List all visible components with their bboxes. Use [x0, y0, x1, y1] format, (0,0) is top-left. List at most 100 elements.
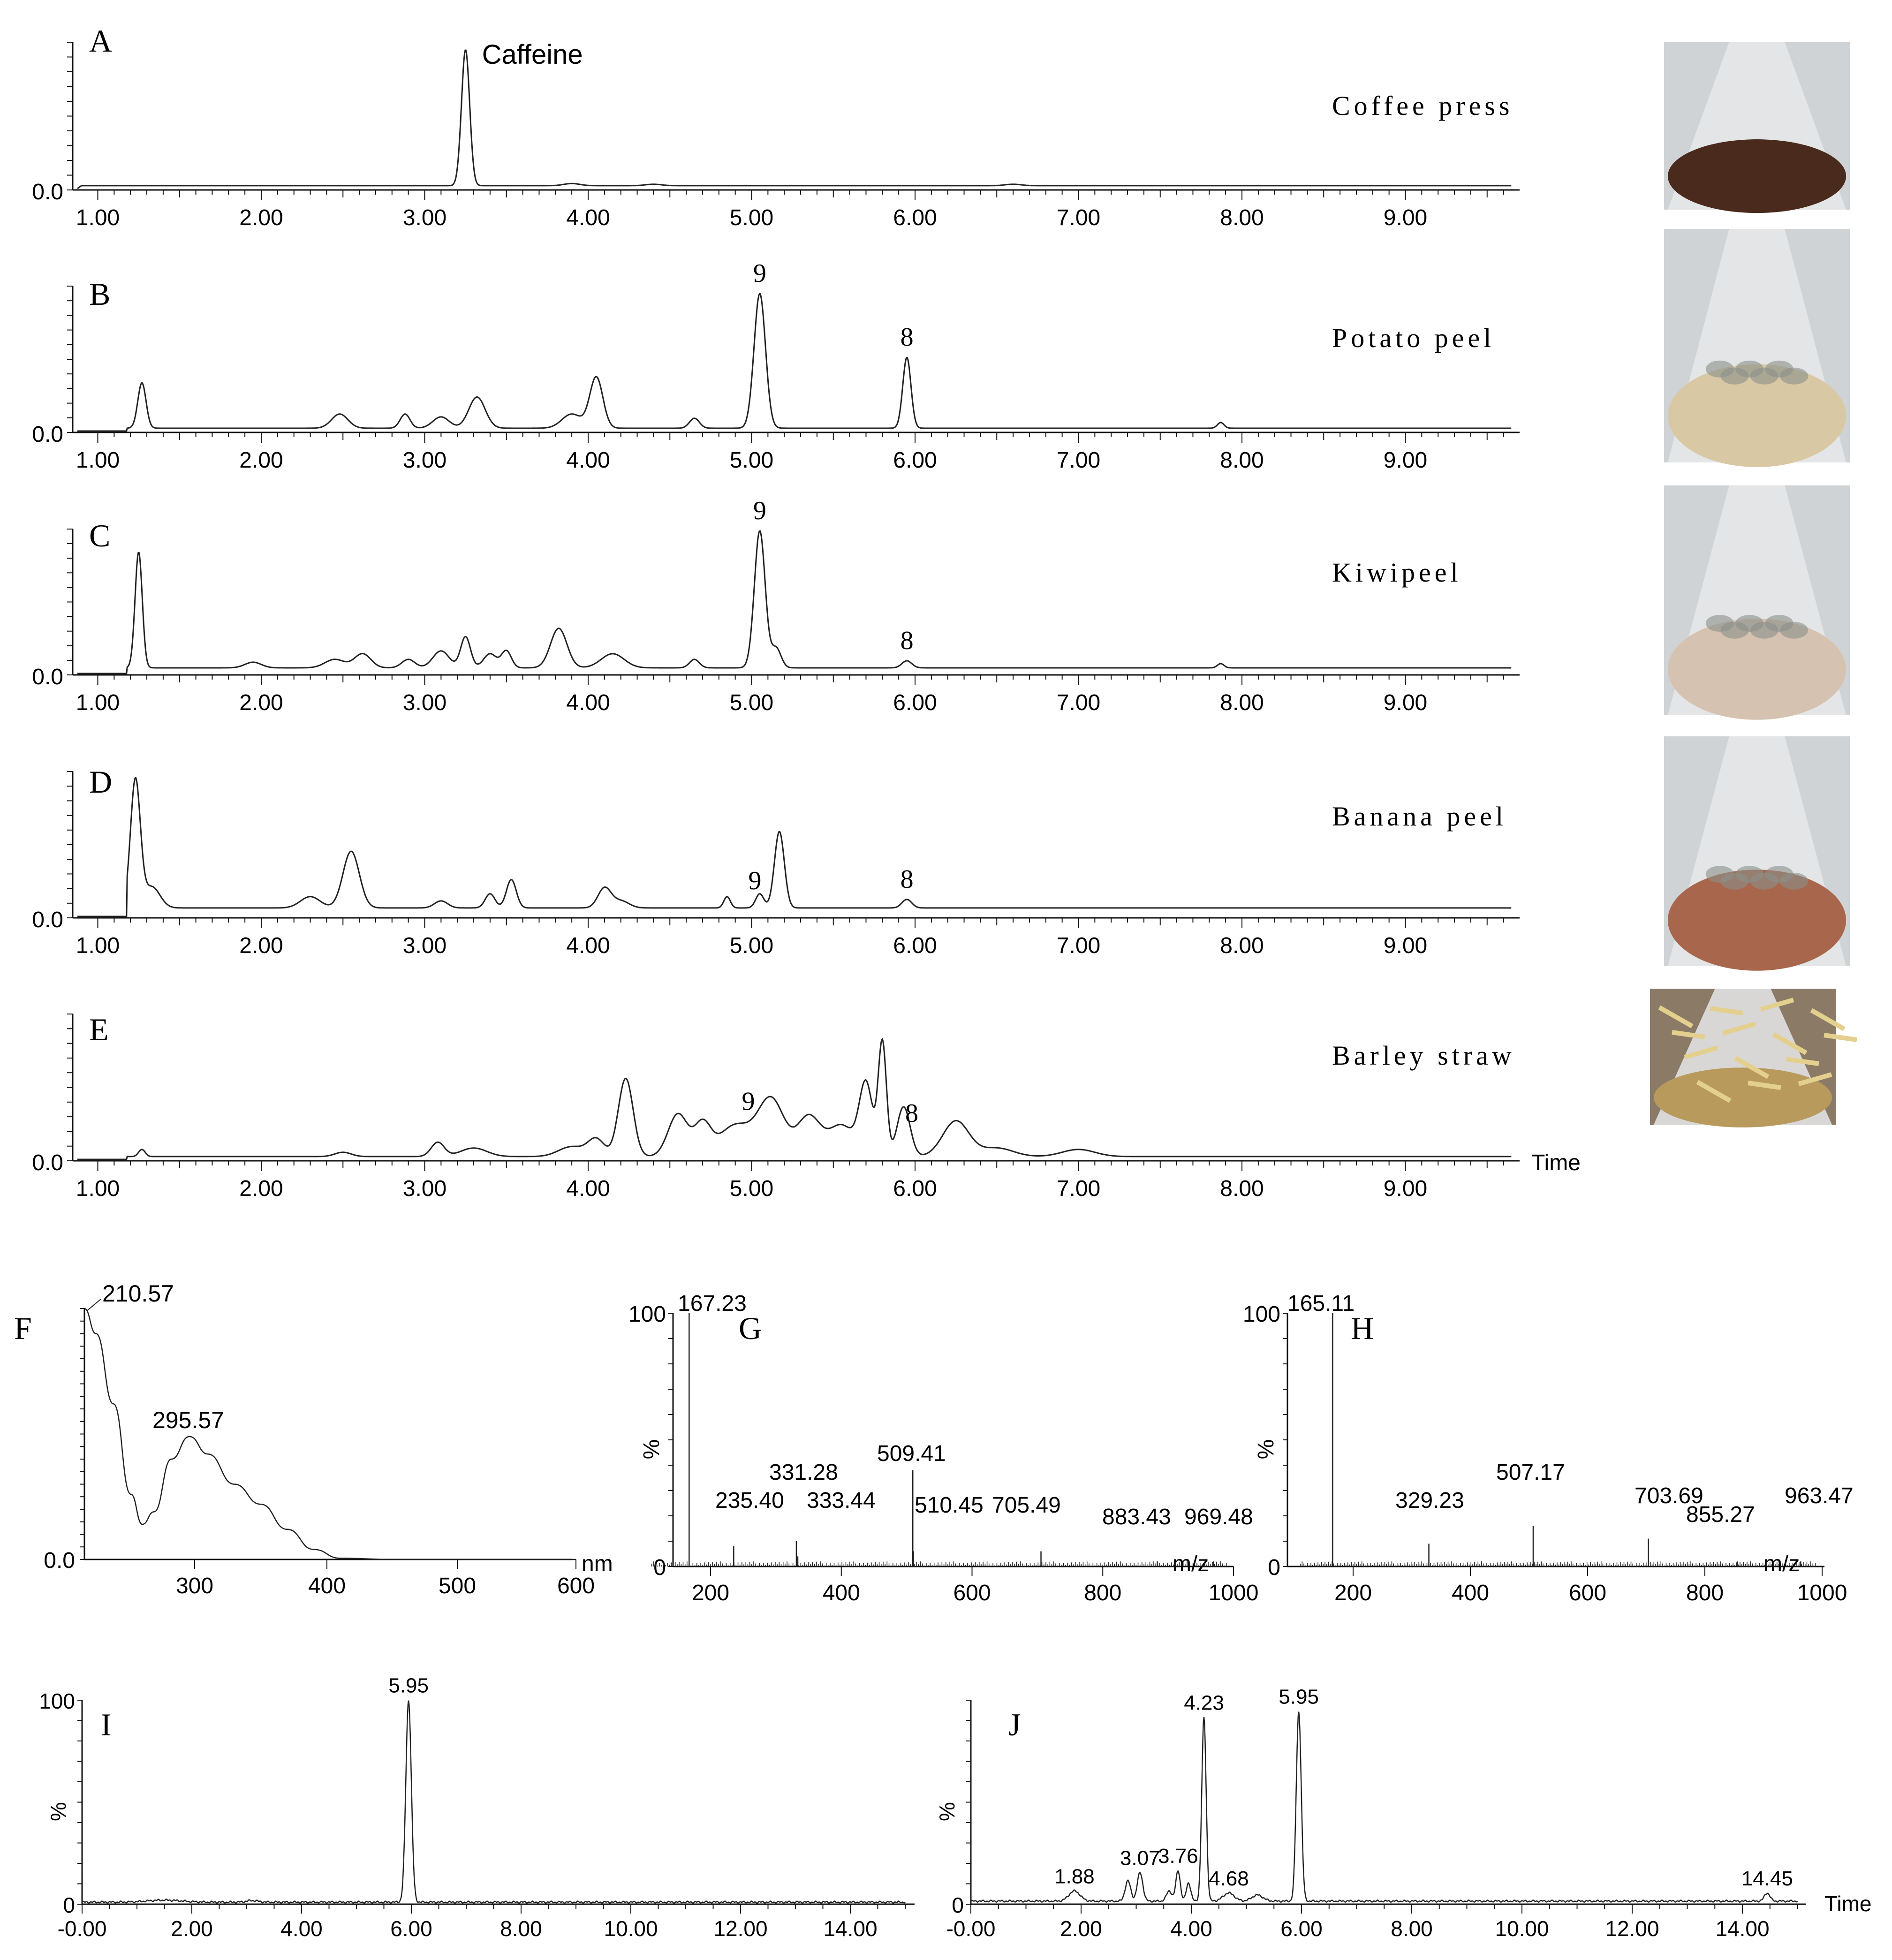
- peak-annotation: 1.88: [1054, 1865, 1095, 1888]
- x-tick-label: 5.00: [730, 448, 773, 473]
- tic-trace: [970, 1711, 1798, 1903]
- x-tick-label: 6.00: [390, 1916, 432, 1941]
- x-tick-label: 5.00: [730, 933, 773, 958]
- flask-liquid-shape: [1667, 619, 1847, 720]
- y-tick-label: 0: [63, 1893, 75, 1917]
- straw-piece-shape: [1696, 1080, 1732, 1103]
- x-tick-label: 6.00: [893, 1176, 937, 1201]
- x-tick-label: 12.00: [1605, 1916, 1659, 1941]
- x-tick-label: 10.00: [604, 1916, 658, 1941]
- x-tick-label: 400: [308, 1574, 346, 1598]
- uv-spectrum-panel-f: 300 400 500 600 0.0 nm F 210.57 295.57: [14, 1280, 613, 1598]
- straw-piece-shape: [1734, 1056, 1770, 1079]
- x-tick-label: 800: [1084, 1581, 1121, 1605]
- sample-photo-potato: [1664, 229, 1850, 467]
- uv-trace: [84, 1308, 576, 1560]
- x-tick-label: 8.00: [1220, 690, 1264, 715]
- x-tick-label: 3.00: [403, 1176, 447, 1201]
- straw-piece-shape: [1810, 1008, 1846, 1031]
- x-unit-label: nm: [582, 1551, 613, 1576]
- x-tick-label: 9.00: [1384, 205, 1427, 230]
- straw-piece-shape: [1710, 1006, 1743, 1015]
- sample-name: Coffee press: [1332, 91, 1513, 121]
- ms-peak-label: 963.47: [1785, 1483, 1854, 1508]
- ms-peak-label: 329.23: [1395, 1488, 1464, 1513]
- sample-name: Kiwipeel: [1332, 557, 1462, 588]
- peak-annotation: 9: [742, 1087, 755, 1116]
- x-tick-label: 9.00: [1384, 1176, 1427, 1201]
- x-tick-label: 400: [823, 1581, 860, 1605]
- peak-annotation: 8: [901, 323, 914, 352]
- x-tick-label: 14.00: [1715, 1916, 1769, 1941]
- panel-label: B: [89, 276, 110, 312]
- ms-peak-label: 165.11: [1287, 1291, 1355, 1316]
- straw-piece-shape: [1658, 1005, 1694, 1029]
- x-unit-label: m/z: [1763, 1551, 1800, 1576]
- y-zero-label: 0.0: [32, 665, 63, 689]
- x-tick-label: 200: [1334, 1581, 1372, 1605]
- x-tick-label: 2.00: [239, 933, 283, 958]
- x-tick-label: 1.00: [76, 1176, 120, 1201]
- peak-annotation: 8: [901, 865, 914, 894]
- x-tick-label: 7.00: [1057, 448, 1100, 473]
- ms-peak-label: 167.23: [678, 1291, 747, 1316]
- straw-piece-shape: [1786, 1057, 1819, 1066]
- sample-name: Potato peel: [1332, 323, 1495, 353]
- x-tick-label: 1000: [1797, 1581, 1847, 1605]
- tic-panel-i: -0.00 2.00 4.00 6.00 8.00 10.00 12.00 14.00 100 0…: [39, 1674, 915, 1941]
- x-tick-label: 400: [1452, 1581, 1489, 1605]
- sample-photo-barley: [1650, 989, 1857, 1128]
- ms-peak-label: 235.40: [715, 1488, 784, 1513]
- panel-label: J: [1008, 1707, 1021, 1742]
- peak-annotation: 3.07: [1120, 1846, 1160, 1869]
- sample-photo-coffee: [1664, 42, 1850, 213]
- x-tick-label: 600: [1569, 1581, 1606, 1605]
- ms-peak-label: 331.28: [769, 1460, 838, 1485]
- x-tick-label: 2.00: [239, 448, 283, 473]
- peak-annotation: 9: [753, 259, 766, 288]
- x-tick-label: 1.00: [76, 448, 120, 473]
- tic-panel-j: -0.00 2.00 4.00 6.00 8.00 10.00 12.00 14.00 0% Ti…: [935, 1686, 1872, 1941]
- chromatogram-trace: [77, 776, 1512, 917]
- x-tick-label: 8.00: [1391, 1916, 1433, 1941]
- x-tick-label: 1.00: [76, 205, 120, 230]
- straw-piece-shape: [1672, 1030, 1705, 1039]
- panel-label: A: [89, 23, 112, 59]
- x-tick-label: 7.00: [1057, 690, 1100, 715]
- x-tick-label: 2.00: [239, 205, 283, 230]
- peak-annotation: 9: [753, 496, 766, 525]
- x-tick-label: 5.00: [730, 690, 773, 715]
- x-tick-label: 4.00: [566, 690, 610, 715]
- x-tick-label: 600: [953, 1581, 991, 1605]
- y-axis-title: %: [639, 1439, 664, 1460]
- y-axis-title: %: [46, 1802, 70, 1821]
- x-unit-label: m/z: [1173, 1551, 1209, 1576]
- y-axis-title: %: [935, 1802, 959, 1821]
- y-zero-label: 0.0: [44, 1548, 75, 1573]
- x-tick-label: 7.00: [1057, 205, 1100, 230]
- ms-peak-label: 507.17: [1496, 1460, 1565, 1485]
- x-tick-label: 300: [176, 1574, 213, 1598]
- panel-label: F: [14, 1310, 32, 1346]
- y-tick-label-zero: 0: [653, 1555, 666, 1580]
- peak-annotation: 3.76: [1158, 1845, 1198, 1868]
- peak-annotation: 295.57: [152, 1407, 224, 1433]
- straw-piece-shape: [1748, 1081, 1781, 1090]
- x-tick-label: 8.00: [1220, 448, 1264, 473]
- flask-liquid-shape: [1653, 1067, 1832, 1128]
- x-tick-label: 200: [692, 1581, 729, 1605]
- peak-annotation: 4.68: [1209, 1867, 1249, 1890]
- ms-peak-label: 969.48: [1184, 1505, 1253, 1529]
- sample-photo-kiwi: [1664, 485, 1850, 720]
- x-axis-title: Time: [1824, 1892, 1872, 1916]
- x-tick-label: 4.00: [1170, 1916, 1212, 1941]
- panel-label: E: [89, 1012, 109, 1047]
- peel-piece-shape: [1780, 872, 1809, 890]
- sample-name: Banana peel: [1332, 801, 1507, 832]
- flask-liquid-shape: [1667, 139, 1847, 213]
- ms-peak-label: 883.43: [1102, 1505, 1171, 1529]
- ms-peak-label: 705.49: [992, 1493, 1061, 1518]
- y-axis-title: %: [1254, 1439, 1279, 1460]
- ms-peak-label: 509.41: [877, 1441, 946, 1466]
